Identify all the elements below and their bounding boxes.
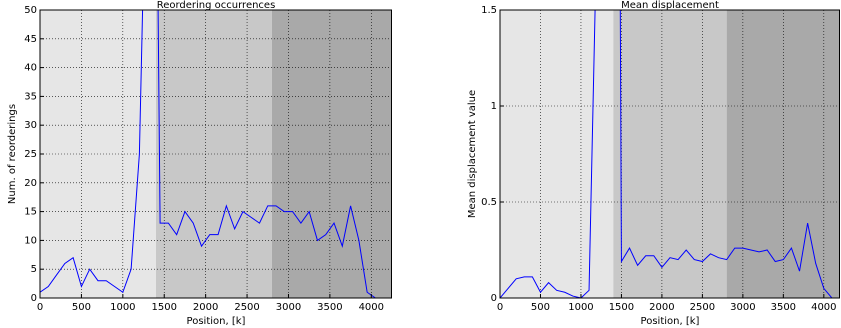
shaded-region [500,10,614,298]
y-tick-label: 10 [24,235,37,246]
chart-title: Reordering occurrences [157,0,276,11]
axes-box [39,9,392,299]
x-tick-label: 3500 [317,302,342,313]
x-tick-label: 2500 [690,302,715,313]
x-tick-label: 1500 [609,302,634,313]
y-tick-label: 30 [24,120,37,131]
x-axis-label: Position, [k] [187,316,246,327]
y-tick-label: 45 [24,34,37,45]
x-tick-label: 500 [531,302,550,313]
axes-box [499,9,840,299]
x-axis-label: Position, [k] [641,316,700,327]
data-line [40,10,376,298]
x-tick-label: 4000 [811,302,836,313]
y-tick-label: 35 [24,91,37,102]
y-tick-label: 0 [491,293,497,304]
x-tick-label: 0 [37,302,43,313]
y-tick-label: 0.5 [481,197,497,208]
data-line [500,10,833,298]
plot-area [40,10,392,298]
x-tick-label: 500 [72,302,91,313]
chart-title: Mean displacement [621,0,719,11]
x-tick-label: 1000 [110,302,135,313]
y-axis-label: Mean displacement value [467,90,478,218]
shaded-region [155,10,272,298]
y-tick-label: 25 [24,149,37,160]
y-axis-label: Num. of reorderings [7,104,18,204]
y-tick-label: 0 [31,293,37,304]
x-tick-label: 3000 [730,302,755,313]
x-tick-label: 3000 [276,302,301,313]
y-tick-label: 50 [24,5,37,16]
y-tick-label: 1 [491,101,497,112]
y-tick-label: 40 [24,63,37,74]
x-tick-label: 0 [497,302,503,313]
y-tick-label: 15 [24,207,37,218]
plot-area [500,10,840,298]
x-tick-label: 1000 [568,302,593,313]
y-tick-label: 5 [31,264,37,275]
x-tick-label: 2000 [193,302,218,313]
x-tick-label: 3500 [771,302,796,313]
x-tick-label: 4000 [359,302,384,313]
x-tick-label: 1500 [152,302,177,313]
x-tick-label: 2000 [649,302,674,313]
y-tick-label: 20 [24,178,37,189]
shaded-region [613,10,727,298]
x-tick-label: 2500 [234,302,259,313]
y-tick-label: 1.5 [481,5,497,16]
